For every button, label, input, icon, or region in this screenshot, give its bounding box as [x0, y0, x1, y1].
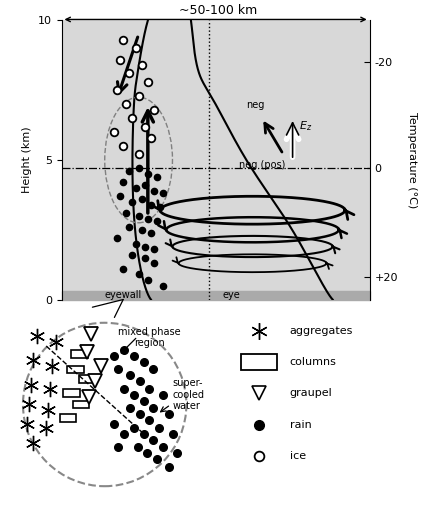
Text: columns: columns: [290, 357, 337, 367]
Text: neg: neg: [246, 100, 265, 110]
Text: neg (pos): neg (pos): [238, 160, 285, 170]
Bar: [79, 375, 95, 383]
Text: ice: ice: [290, 451, 306, 461]
Bar: [63, 389, 80, 397]
Bar: [73, 400, 89, 409]
Bar: [59, 414, 76, 422]
Bar: [67, 366, 84, 373]
Text: super-
cooled
water: super- cooled water: [173, 378, 205, 411]
Text: $E_z$: $E_z$: [299, 120, 312, 134]
Y-axis label: Temperature (°C): Temperature (°C): [407, 112, 418, 208]
Text: mixed phase
region: mixed phase region: [118, 327, 181, 348]
Text: eye: eye: [222, 290, 240, 301]
Text: ~50-100 km: ~50-100 km: [179, 4, 257, 17]
Y-axis label: Height (km): Height (km): [22, 126, 32, 194]
Bar: [241, 354, 277, 370]
Bar: [71, 350, 88, 358]
Text: eyewall: eyewall: [105, 290, 142, 301]
Text: graupel: graupel: [290, 389, 332, 398]
Bar: [62, 291, 370, 300]
Text: rain: rain: [290, 420, 311, 430]
Text: aggregates: aggregates: [290, 326, 353, 336]
